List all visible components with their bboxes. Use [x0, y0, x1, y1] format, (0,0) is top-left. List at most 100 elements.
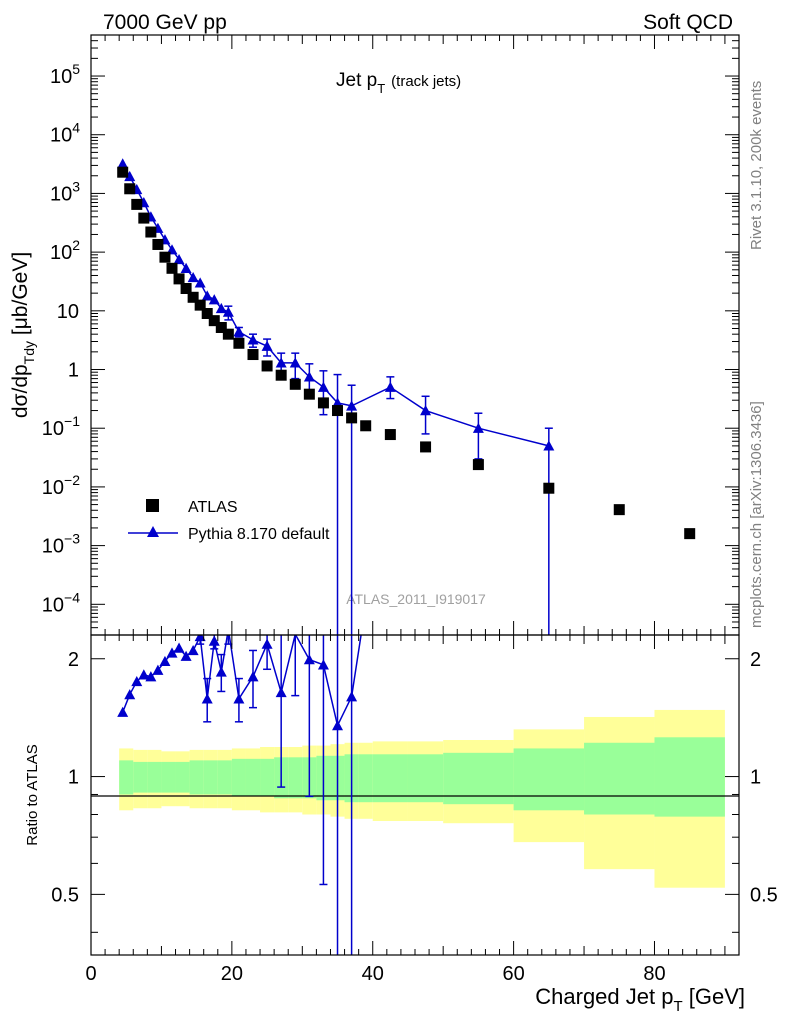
ratio-pythia-point	[215, 666, 227, 677]
ratio-band-inner	[119, 737, 725, 817]
analysis-watermark: ATLAS_2011_I919017	[346, 591, 486, 607]
ratio-pythia-point	[173, 642, 185, 653]
atlas-point	[117, 166, 129, 178]
plot-title: Jet pT (track jets)	[336, 70, 461, 96]
atlas-point	[233, 337, 245, 349]
x-tick-label: 80	[643, 963, 665, 985]
atlas-point	[187, 291, 199, 303]
x-tick-label: 20	[221, 963, 243, 985]
plot-title-sub: T	[377, 81, 385, 96]
pythia-point	[222, 306, 234, 317]
pythia-point	[317, 381, 329, 392]
ratio-pythia-point	[303, 654, 315, 665]
legend-pythia-label: Pythia 8.170 default	[188, 526, 330, 543]
ratio-pythia-point	[317, 659, 329, 670]
x-axis-title: Charged Jet pT [GeV]	[535, 984, 745, 1015]
atlas-point	[384, 429, 396, 441]
atlas-point	[152, 238, 164, 250]
plot-title-main: Jet p	[336, 70, 377, 91]
legend-atlas-label: ATLAS	[188, 499, 238, 516]
x-tick-label: 0	[85, 963, 96, 985]
ratio-band-inner-bin	[654, 737, 725, 817]
pythia-point	[208, 294, 220, 305]
atlas-point	[684, 528, 696, 540]
atlas-point	[261, 360, 273, 372]
pythia-point	[275, 357, 287, 368]
pythia-point	[117, 158, 129, 169]
ratio-pythia-point	[194, 635, 206, 642]
atlas-point	[159, 251, 171, 263]
ratio-pythia-point	[187, 644, 199, 656]
ratio-y-tick-label: 1	[68, 767, 79, 789]
pythia-point	[233, 326, 245, 337]
ratio-pythia-point	[332, 720, 344, 731]
atlas-point	[613, 504, 625, 516]
rivet-version-label: Rivet 3.1.10, 200k events	[748, 81, 765, 250]
y-tick-label: 10−1	[42, 413, 80, 440]
ratio-band-inner-bin	[147, 761, 162, 793]
atlas-point	[317, 397, 329, 409]
y-tick-label: 10−2	[42, 472, 80, 499]
ratio-band-inner-bin	[407, 754, 444, 803]
atlas-point	[289, 378, 301, 390]
atlas-point	[472, 459, 484, 471]
pythia-point	[289, 357, 301, 368]
ratio-pythia-point	[201, 693, 213, 704]
ratio-band-inner-bin	[584, 742, 655, 815]
axis-tick-labels: 0 20 40 60 8010510410310210110−110−210−310−4…	[42, 61, 778, 985]
atlas-point	[275, 369, 287, 381]
pythia-point	[303, 371, 315, 382]
atlas-point	[194, 299, 206, 311]
ratio-mc-series	[117, 635, 362, 955]
atlas-point	[360, 420, 372, 432]
axis-ticks	[90, 34, 739, 955]
atlas-point	[173, 273, 185, 285]
legend: ATLAS Pythia 8.170 default	[128, 499, 330, 543]
ratio-y-tick-label-right: 0.5	[750, 884, 778, 906]
ratio-pythia-point	[124, 689, 136, 700]
ratio-pythia-point	[159, 655, 171, 666]
main-panel-frame	[90, 34, 740, 636]
x-tick-label: 60	[502, 963, 524, 985]
ratio-band-inner-bin	[372, 754, 408, 803]
ratio-pythia-point	[180, 650, 192, 661]
atlas-point	[420, 441, 432, 453]
legend-pythia-marker	[147, 526, 159, 537]
y-tick-label: 103	[50, 178, 80, 205]
atlas-point	[124, 183, 136, 195]
atlas-point	[346, 412, 358, 424]
pythia-point	[215, 302, 227, 314]
pythia-point	[194, 277, 206, 288]
ratio-pythia-point	[117, 706, 129, 717]
pythia-point	[261, 340, 273, 351]
plot-title-note: (track jets)	[391, 73, 461, 90]
category-header: Soft QCD	[643, 11, 733, 34]
ratio-pythia-point	[261, 638, 273, 649]
main-y-axis-title: dσ/dpTdy [μb/GeV]	[9, 252, 37, 418]
atlas-point	[131, 198, 143, 210]
atlas-point	[138, 212, 150, 224]
ratio-pythia-point	[247, 671, 259, 682]
ratio-band-inner-bin	[231, 758, 246, 797]
pythia-point	[180, 262, 192, 273]
ratio-panel-frame	[90, 634, 740, 956]
ratio-band-inner-bin	[203, 760, 218, 795]
ratio-y-tick-label-right: 2	[750, 649, 761, 671]
main-data-series	[117, 166, 696, 540]
ratio-pythia-point	[166, 647, 178, 658]
y-tick-label: 10−3	[42, 531, 80, 558]
pythia-point	[247, 334, 259, 345]
atlas-point	[145, 226, 157, 238]
atlas-point	[166, 262, 178, 274]
atlas-point	[247, 349, 259, 361]
ratio-pythia-point	[346, 691, 358, 702]
ratio-band-inner-bin	[217, 760, 232, 795]
mcplots-label: mcplots.cern.ch [arXiv:1306.3436]	[748, 401, 765, 628]
pythia-point	[346, 400, 358, 411]
atlas-point	[222, 328, 234, 340]
atlas-point	[215, 321, 227, 333]
atlas-point	[303, 388, 315, 400]
ratio-band-inner-bin	[513, 748, 585, 811]
pythia-point	[543, 440, 555, 451]
